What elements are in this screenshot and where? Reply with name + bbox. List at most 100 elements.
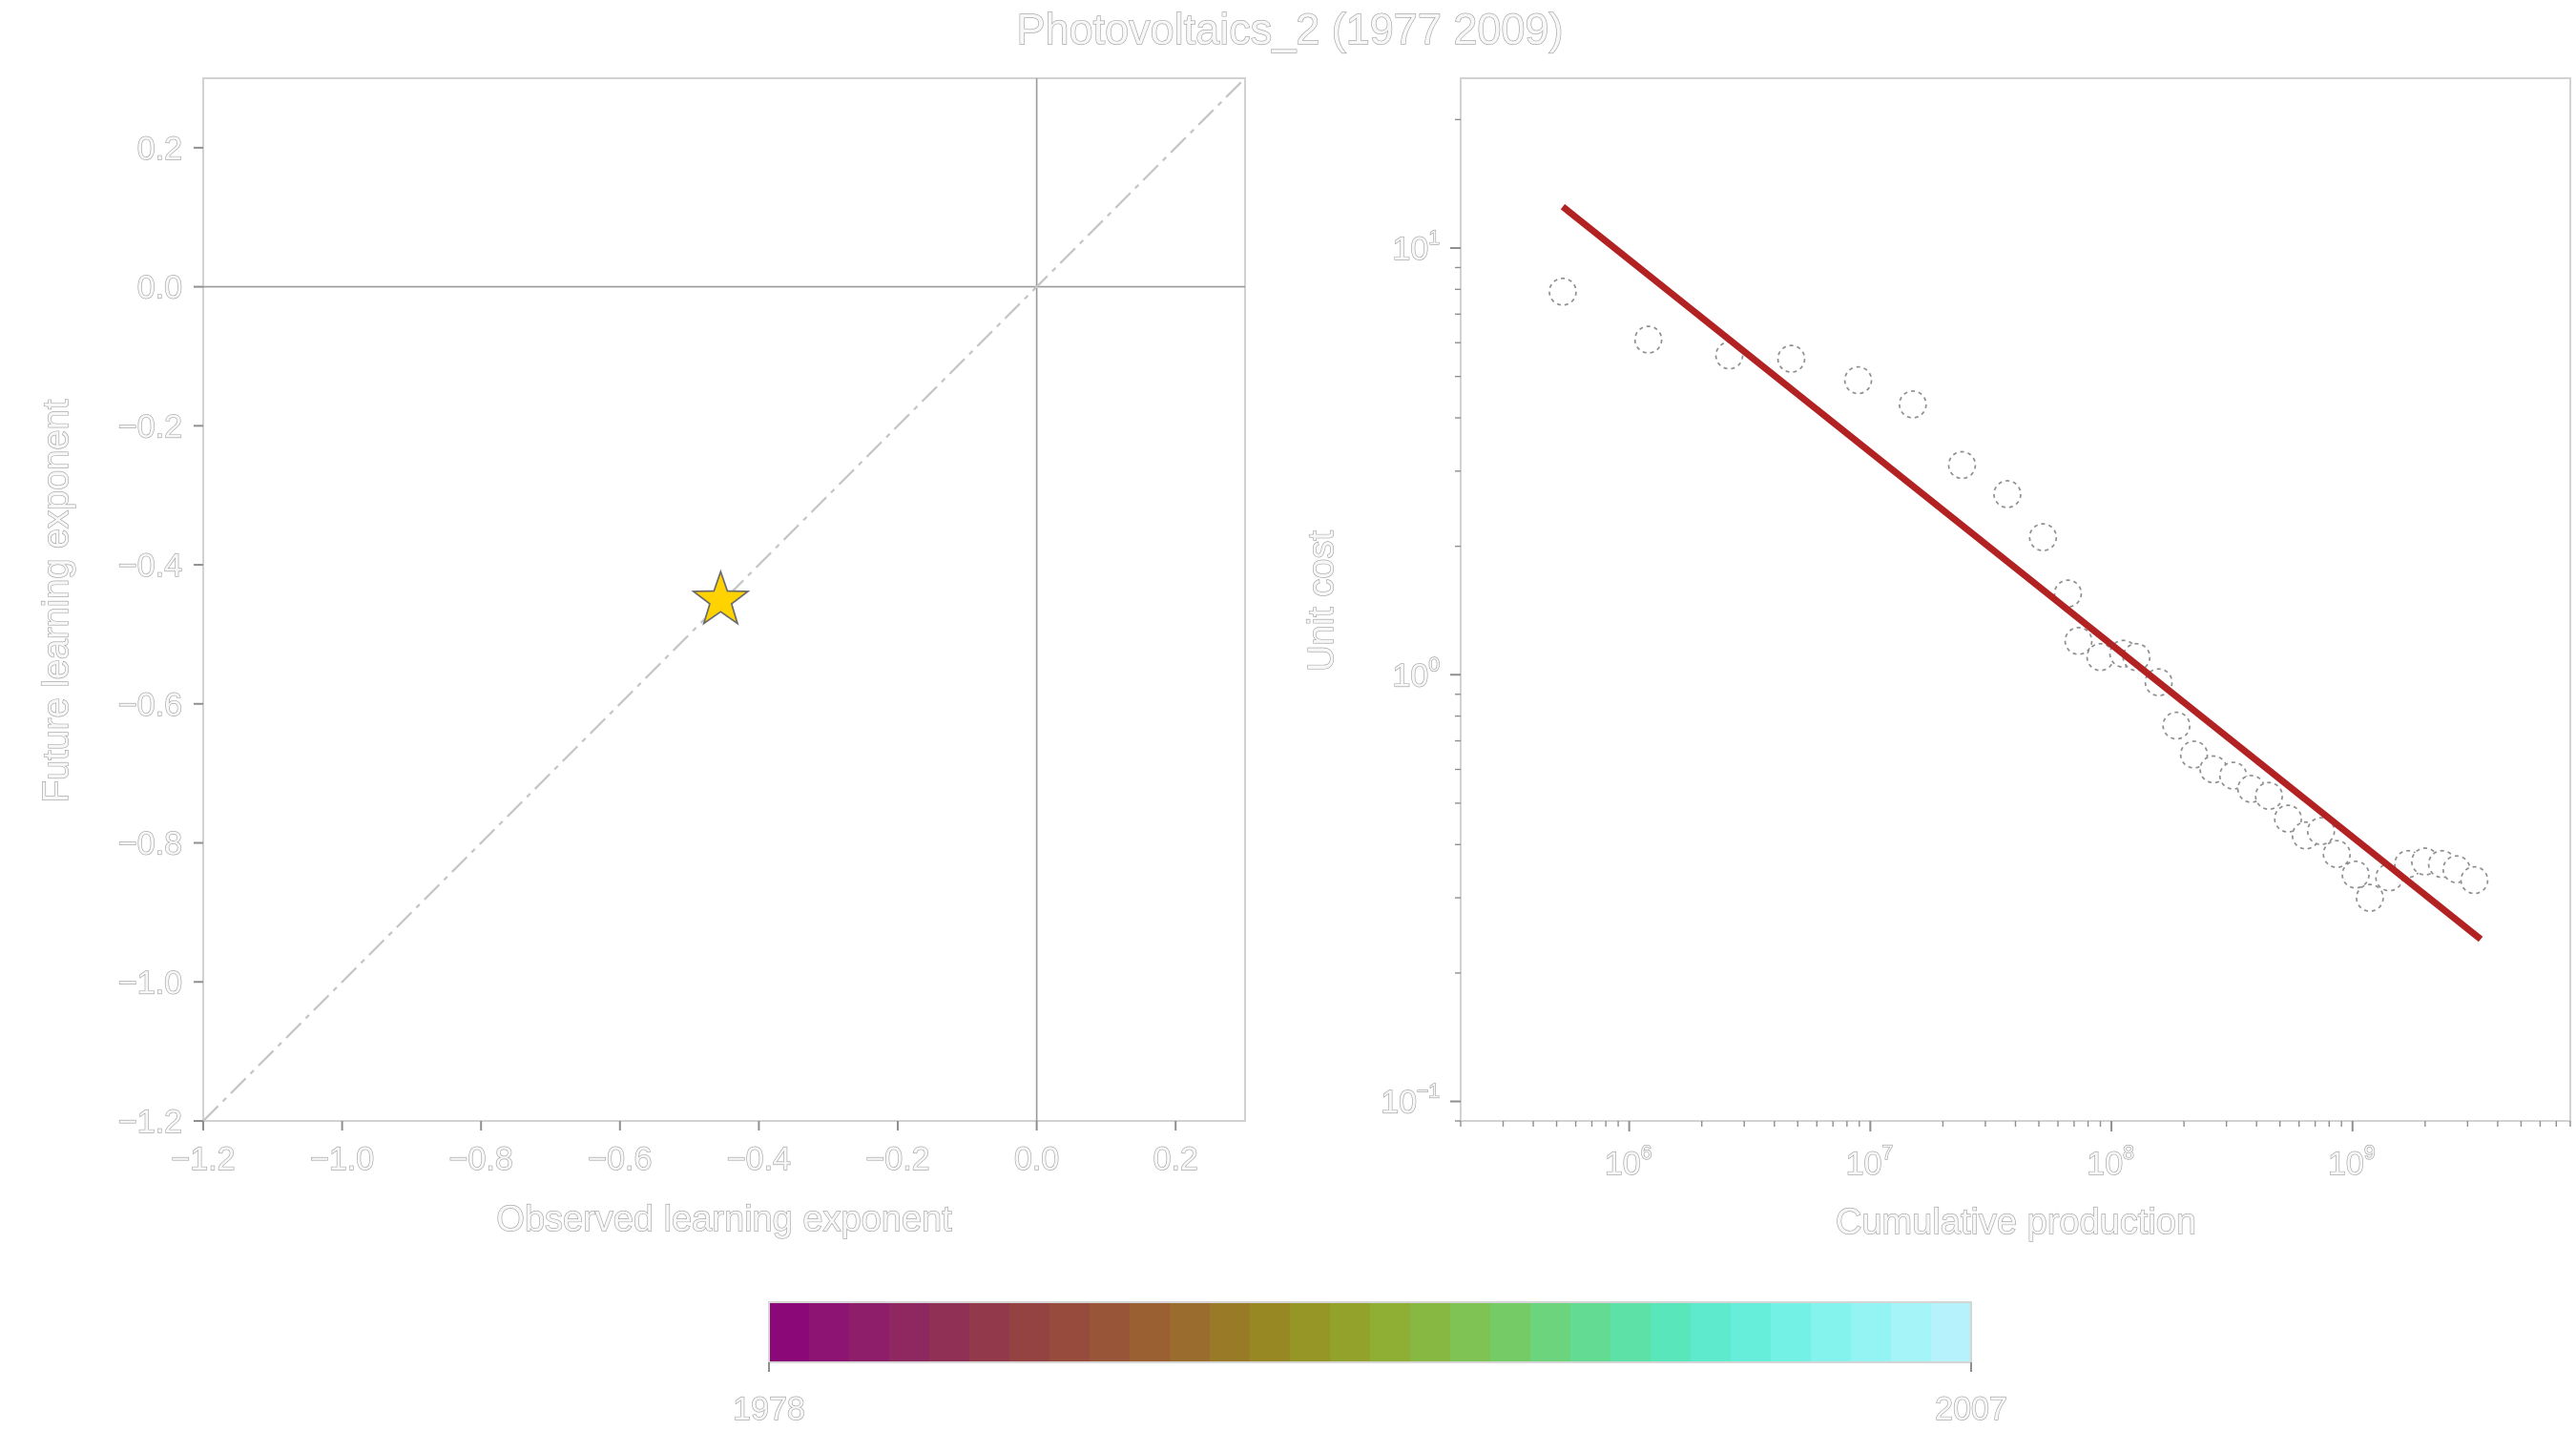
left-y-tick-label: −1.2 — [118, 1104, 182, 1140]
colorbar-year-segment — [1651, 1302, 1692, 1362]
right-y-tick-exponent: 1 — [1428, 227, 1440, 249]
colorbar-year-segment — [929, 1302, 970, 1362]
colorbar-year-segment — [1851, 1302, 1892, 1362]
colorbar-year-segment — [1570, 1302, 1611, 1362]
left-x-axis-label: Observed learning exponent — [496, 1199, 952, 1239]
colorbar-year-segment — [1250, 1302, 1291, 1362]
unit-cost-point — [2179, 740, 2209, 769]
right-x-tick-exponent: 9 — [2364, 1142, 2376, 1164]
right-y-tick-exponent: 0 — [1428, 653, 1440, 675]
learning-exponent-chart: −1.2 −1.0 −0.8 −0.6 −0.4 −0.2 0.0 0.2 −1.2 −1.0 −0… — [35, 77, 1246, 1240]
right-plot-frame — [1460, 77, 2571, 1122]
right-x-tick-exponent: 7 — [1881, 1142, 1893, 1164]
colorbar-year-segment — [809, 1302, 850, 1362]
colorbar-year-segment — [769, 1302, 810, 1362]
right-y-tick-label: 101 — [1392, 227, 1440, 267]
colorbar-year-segment — [1931, 1302, 1972, 1362]
right-x-tick-label: 106 — [1605, 1142, 1652, 1182]
left-y-tick-label: −0.8 — [118, 826, 182, 862]
unit-cost-point — [2064, 626, 2093, 655]
right-fit-line-group — [1560, 203, 2483, 943]
colorbar-year-segment — [1771, 1302, 1812, 1362]
colorbar-year-segment — [1049, 1302, 1091, 1362]
year-colorbar: 1978 2007 — [733, 1301, 2007, 1428]
colorbar-year-segment — [1009, 1302, 1050, 1362]
unit-cost-point — [1899, 390, 1927, 419]
left-x-tick-label: −1.2 — [171, 1141, 235, 1177]
colorbar-year-segment — [1731, 1302, 1772, 1362]
right-x-tick-exponent: 6 — [1641, 1142, 1652, 1164]
colorbar-year-segment — [1330, 1302, 1371, 1362]
colorbar-year-segment — [1530, 1302, 1571, 1362]
colorbar-year-segment — [969, 1302, 1010, 1362]
colorbar-year-segment — [1610, 1302, 1652, 1362]
right-y-tick-label: 10−1 — [1381, 1081, 1440, 1121]
colorbar-min-label: 1978 — [733, 1391, 805, 1427]
left-x-tick-label: −0.6 — [588, 1141, 652, 1177]
colorbar-year-segment — [849, 1302, 890, 1362]
left-x-tick-label: −0.4 — [727, 1141, 791, 1177]
left-y-tick-label: −0.4 — [118, 548, 182, 584]
right-y-tick-exponent: −1 — [1417, 1081, 1440, 1103]
left-x-tick-label: −0.2 — [865, 1141, 929, 1177]
left-data-points — [691, 569, 751, 626]
right-x-tick-label: 107 — [1846, 1142, 1894, 1182]
left-y-tick-label: −0.6 — [118, 687, 182, 723]
unit-cost-point — [1947, 450, 1977, 480]
colorbar-frame — [768, 1301, 1972, 1363]
colorbar-year-segment — [1490, 1302, 1531, 1362]
colorbar-year-segment — [1130, 1302, 1171, 1362]
unit-cost-point — [2053, 579, 2083, 608]
right-x-axis-label: Cumulative production — [1836, 1202, 2196, 1242]
unit-cost-point — [2356, 883, 2384, 912]
left-y-tick-label: 0.2 — [137, 131, 182, 167]
colorbar-year-segment — [1370, 1302, 1411, 1362]
left-y-axis-label: Future learning exponent — [36, 399, 76, 802]
left-x-tick-label: −1.0 — [310, 1141, 374, 1177]
unit-cost-point — [1548, 277, 1577, 306]
right-x-tick-exponent: 8 — [2123, 1142, 2134, 1164]
right-x-tick-label: 108 — [2087, 1142, 2134, 1182]
unit-cost-point — [1843, 365, 1873, 395]
figure-title: Photovoltaics_2 (1977 2009) — [1017, 5, 1564, 53]
unit-cost-point — [2341, 860, 2370, 889]
right-x-tick-label: 109 — [2328, 1142, 2376, 1182]
colorbar-year-segment — [1170, 1302, 1211, 1362]
unit-cost-point — [1633, 325, 1663, 354]
unit-cost-point — [2028, 523, 2058, 551]
right-y-axis-label: Unit cost — [1301, 530, 1341, 672]
left-x-tick-label: 0.0 — [1014, 1141, 1059, 1177]
colorbar-year-segment — [1290, 1302, 1331, 1362]
left-x-tick-label: 0.2 — [1153, 1141, 1198, 1177]
left-y-tick-label: −0.2 — [118, 408, 182, 445]
colorbar-max-label: 2007 — [1935, 1391, 2007, 1427]
colorbar-year-segment — [889, 1302, 930, 1362]
colorbar-year-segment — [1691, 1302, 1732, 1362]
observed-vs-future-star — [691, 569, 751, 626]
colorbar-year-segment — [1090, 1302, 1131, 1362]
learning-fit-line — [1560, 203, 2483, 943]
unit-cost-point — [1776, 344, 1806, 373]
colorbar-year-segment — [1891, 1302, 1932, 1362]
identity-diagonal-line — [202, 77, 1246, 1122]
left-x-tick-label: −0.8 — [449, 1141, 513, 1177]
colorbar-year-segment — [1811, 1302, 1852, 1362]
left-axis-ticks: −1.2 −1.0 −0.8 −0.6 −0.4 −0.2 0.0 0.2 −1.2 −1.0 −0… — [117, 130, 1198, 1177]
left-plot-frame — [202, 77, 1246, 1122]
unit-cost-point — [2254, 781, 2283, 811]
left-y-tick-label: −1.0 — [118, 964, 182, 1001]
colorbar-year-segment — [1410, 1302, 1451, 1362]
colorbar-segments — [769, 1302, 1972, 1362]
left-reference-lines — [202, 77, 1246, 1122]
unit-cost-point — [1993, 480, 2022, 508]
right-y-tick-label: 100 — [1392, 653, 1440, 694]
unit-cost-point — [2162, 711, 2192, 740]
unit-cost-point — [2322, 840, 2352, 869]
unit-cost-point — [2306, 817, 2336, 846]
unit-cost-point — [2460, 865, 2489, 895]
colorbar-year-segment — [1210, 1302, 1251, 1362]
left-y-tick-label: 0.0 — [137, 270, 182, 306]
right-data-points — [1548, 277, 2489, 912]
